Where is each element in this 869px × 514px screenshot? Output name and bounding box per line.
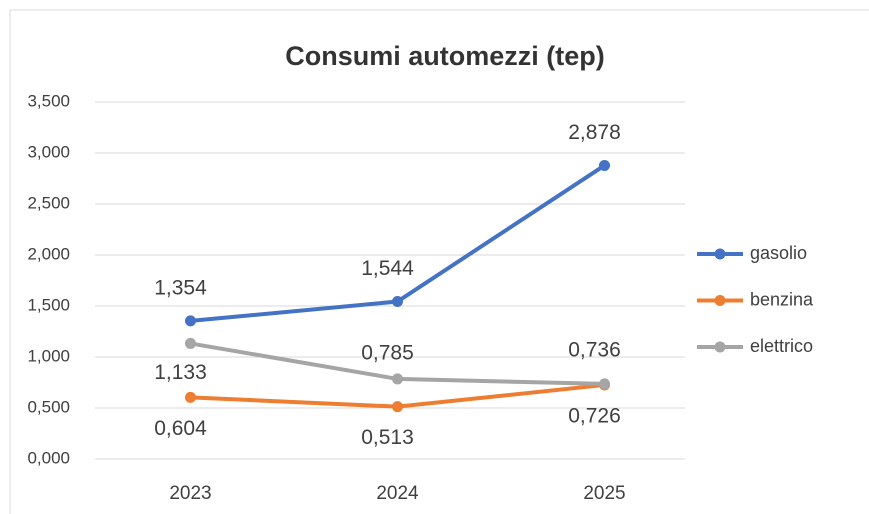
data-label: 0,726 — [568, 404, 621, 427]
legend-marker — [714, 341, 726, 353]
point — [599, 159, 610, 171]
x-tick-label: 2024 — [376, 483, 419, 504]
data-label: 0,604 — [154, 417, 207, 440]
data-label: 0,513 — [361, 426, 414, 449]
point — [185, 315, 196, 327]
chart-title: Consumi automezzi (tep) — [285, 41, 605, 71]
x-tick-label: 2025 — [583, 483, 625, 504]
legend-label: elettrico — [750, 336, 813, 356]
y-tick-label: 2,000 — [27, 244, 70, 263]
y-tick-label: 1,500 — [27, 295, 70, 314]
legend-marker — [714, 248, 726, 260]
point — [392, 401, 403, 413]
data-label: 0,736 — [568, 338, 621, 361]
y-tick-label: 0,000 — [27, 448, 70, 467]
data-label: 1,354 — [154, 276, 207, 299]
legend-label: gasolio — [750, 243, 807, 263]
data-label: 1,133 — [154, 361, 207, 384]
chart-frame — [9, 9, 869, 514]
y-tick-label: 3,000 — [27, 142, 70, 161]
y-tick-label: 2,500 — [27, 193, 70, 212]
data-label: 0,785 — [361, 341, 414, 364]
y-tick-label: 0,500 — [27, 397, 70, 416]
data-label: 2,878 — [568, 121, 621, 144]
point — [599, 378, 610, 390]
point — [185, 391, 196, 403]
data-label: 1,544 — [361, 257, 414, 280]
point — [185, 337, 196, 349]
y-tick-label: 3,500 — [27, 91, 70, 110]
x-tick-label: 2023 — [169, 483, 211, 504]
point — [392, 296, 403, 308]
y-tick-label: 1,000 — [27, 346, 70, 365]
legend-marker — [714, 295, 726, 306]
point — [392, 373, 403, 385]
legend-label: benzina — [750, 289, 814, 309]
